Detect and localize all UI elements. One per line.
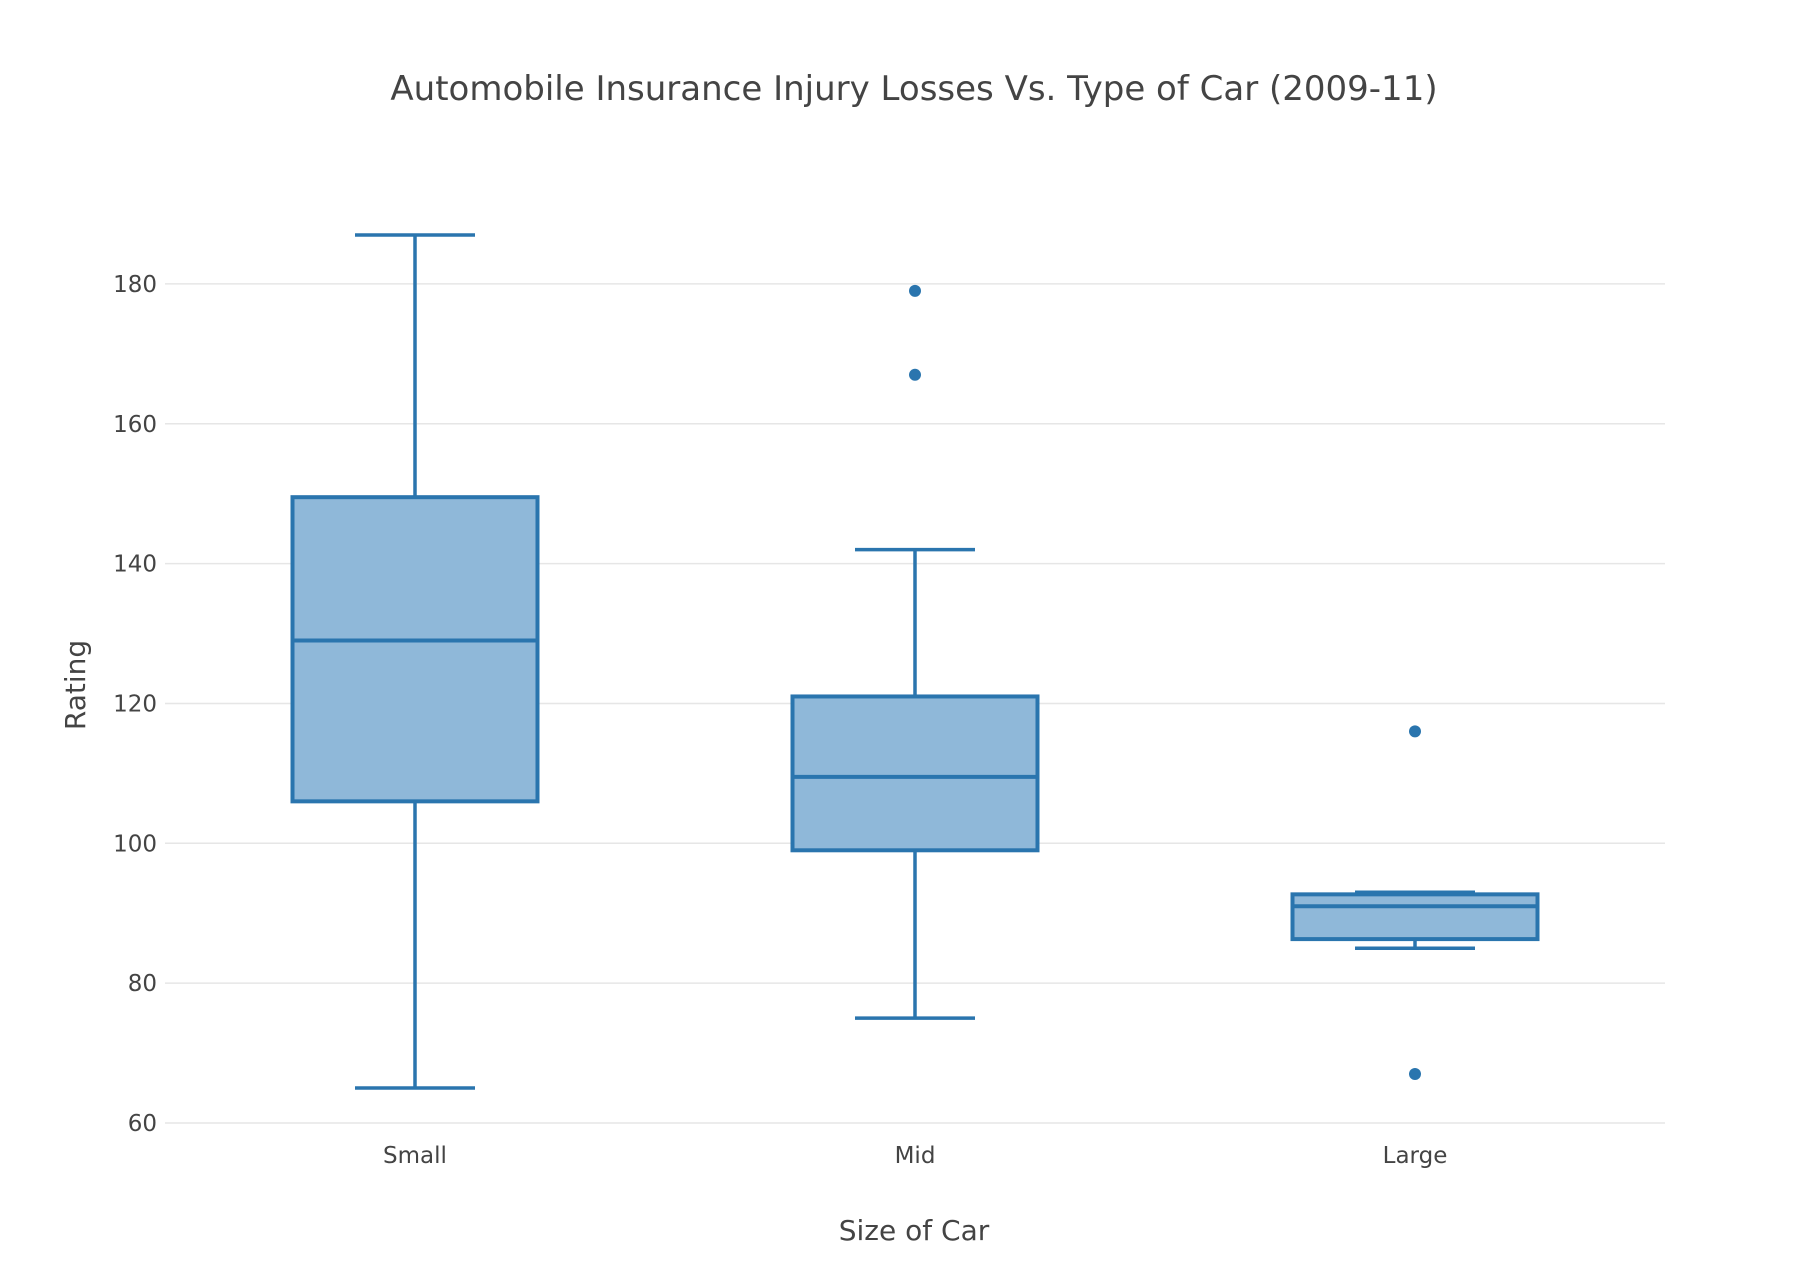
y-tick-label: 60 — [128, 1111, 157, 1137]
box-iqr — [790, 694, 1040, 853]
x-axis-ticks: Small Mid Large — [383, 1143, 1447, 1169]
boxes — [290, 233, 1540, 1090]
box-mid — [790, 284, 1040, 1020]
chart-title: Automobile Insurance Injury Losses Vs. T… — [390, 69, 1437, 109]
box-iqr — [290, 495, 540, 804]
y-axis-ticks: 60 80 100 120 140 160 180 — [113, 272, 157, 1137]
x-tick-label: Small — [383, 1143, 447, 1169]
x-tick-label: Large — [1383, 1143, 1448, 1169]
box-large — [1290, 725, 1540, 1081]
outlier-point — [1409, 725, 1421, 738]
y-tick-label: 120 — [113, 691, 157, 717]
outlier-point — [1409, 1068, 1421, 1081]
y-axis-title: Rating — [59, 640, 92, 730]
y-tick-label: 160 — [113, 412, 157, 438]
x-axis-title: Size of Car — [839, 1214, 990, 1247]
x-tick-label: Mid — [895, 1143, 936, 1169]
y-tick-label: 100 — [113, 831, 157, 857]
outlier-point — [909, 284, 921, 297]
y-tick-label: 140 — [113, 552, 157, 578]
y-tick-label: 80 — [128, 971, 157, 997]
box-small — [290, 233, 540, 1090]
y-tick-label: 180 — [113, 272, 157, 298]
outlier-point — [909, 368, 921, 381]
box-iqr — [1290, 892, 1540, 942]
